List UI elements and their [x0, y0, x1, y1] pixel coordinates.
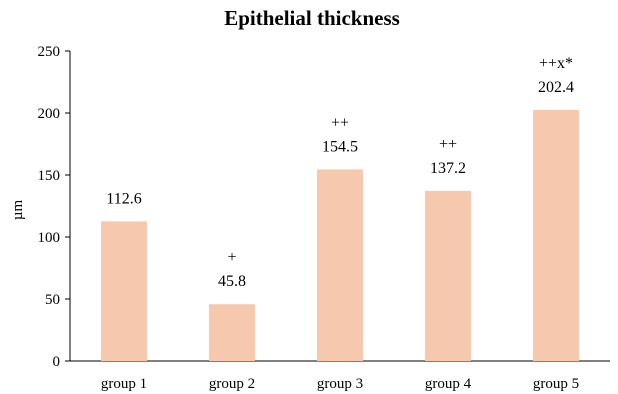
- data-label: 154.5: [322, 138, 358, 155]
- y-tick-label: 100: [38, 230, 61, 246]
- significance-mark: ++: [439, 136, 457, 153]
- bar: [425, 190, 471, 361]
- bar: [101, 221, 147, 361]
- significance-mark: ++: [331, 114, 349, 131]
- x-tick-label: group 5: [533, 376, 579, 392]
- y-tick-label: 50: [45, 292, 60, 308]
- x-tick-label: group 3: [317, 376, 363, 392]
- axes: 0 50 100 150 200 250: [38, 44, 610, 370]
- data-label: 137.2: [430, 160, 466, 177]
- y-tick-label: 0: [53, 354, 61, 370]
- data-label: 45.8: [218, 273, 246, 290]
- y-axis-label: µm: [10, 200, 26, 221]
- y-tick-label: 200: [38, 106, 61, 122]
- y-tick-label: 150: [38, 168, 61, 184]
- bars: [101, 110, 579, 361]
- value-labels: group 1 112.6 group 2 45.8 + group 3 154.5 ++ gr…: [101, 55, 579, 392]
- x-tick-label: group 1: [101, 376, 147, 392]
- y-tick-label: 250: [38, 44, 61, 60]
- data-label: 202.4: [538, 79, 574, 96]
- x-tick-label: group 2: [209, 376, 255, 392]
- bar: [317, 169, 363, 361]
- bar: [209, 304, 255, 361]
- significance-mark: +: [227, 249, 236, 266]
- chart-title: Epithelial thickness: [224, 6, 400, 30]
- x-tick-label: group 4: [425, 376, 472, 392]
- significance-mark: ++x*: [539, 55, 573, 72]
- data-label: 112.6: [106, 190, 141, 207]
- bar: [533, 110, 579, 361]
